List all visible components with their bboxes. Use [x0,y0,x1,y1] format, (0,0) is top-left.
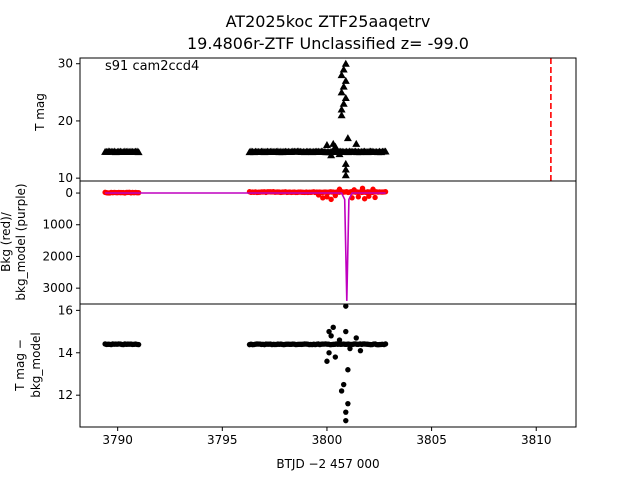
bottom-data-point [326,328,332,335]
middle-data-point [320,195,326,201]
x-axis-label: BTJD −2 457 000 [276,457,379,471]
chart-title-line1: AT2025koc ZTF25aaqetrv [226,12,431,31]
middle-ytick-label: 2000 [42,249,73,263]
middle-data-point [359,185,366,191]
top-axes-frame [79,57,577,182]
bottom-ytick-label: 14 [58,346,73,360]
xtick-label: 3810 [521,433,552,447]
top-data-point [352,139,361,147]
bottom-data-point [328,333,334,339]
top-ytick-label: 30 [58,57,73,71]
top-data-point [322,140,331,148]
bottom-data-point [345,400,351,407]
bottom-data-point [343,409,349,415]
top-data-point [337,105,346,113]
bottom-axes-frame [79,303,577,428]
top-data-point [134,148,143,156]
bottom-data-point [332,354,339,360]
middle-ytick-label: 1000 [42,218,73,232]
top-data-point [343,134,352,142]
top-data-point [337,111,346,119]
middle-ytick-label: 3000 [42,281,73,295]
middle-ytick-label: 0 [65,186,73,200]
middle-data-point [324,194,330,200]
top-data-point [331,142,340,150]
top-data-point [341,159,350,167]
middle-panel: 0 1000 2000 3000 [42,180,577,305]
top-data-point [337,71,346,79]
bkg-model-line [105,192,386,301]
top-data-point [341,165,350,173]
bottom-data-point [330,324,336,331]
bottom-data-point [357,347,364,354]
middle-data-point [328,196,334,203]
middle-ylabel-line1: Bkg (red)/ [0,211,13,272]
xtick-label: 3800 [312,433,343,447]
top-ytick-label: 20 [58,114,73,128]
top-ylabel: T mag [33,93,47,132]
top-plot-area [101,58,552,181]
middle-data-point [366,193,372,199]
bottom-data-point [347,345,353,352]
top-data-point [341,171,350,179]
top-data-point [337,88,346,96]
bottom-ytick-label: 12 [58,388,73,402]
bottom-data-point [324,358,330,364]
top-data-point [339,82,348,90]
top-data-point [341,76,350,84]
bottom-data-point [343,328,349,335]
middle-data-point [370,186,376,192]
bottom-ylabel-line2: bkg_model [29,332,43,398]
top-data-point [339,65,348,73]
middle-data-point [332,192,339,199]
middle-plot-area [102,185,389,301]
bottom-data-point [345,367,351,373]
bottom-data-point [336,337,343,343]
top-data-point [381,147,390,155]
top-ytick-label: 10 [58,171,73,185]
top-data-point [327,151,336,159]
top-panel: 10 20 30 [58,57,577,185]
bottom-data-point [326,350,332,356]
top-data-point [339,99,348,107]
bottom-data-point [338,388,345,394]
bottom-data-point [343,417,349,424]
bottom-data-point [353,335,359,341]
middle-data-point [372,194,378,201]
bottom-data-point [382,341,389,347]
top-data-point [335,150,344,158]
bottom-ytick-label: 16 [58,303,73,317]
middle-data-point [361,196,368,202]
bottom-data-point [343,304,349,309]
bottom-panel: 12 14 16 3790 3795 3800 3805 3810 [58,303,577,447]
top-data-point [341,94,350,102]
sector-annotation: s91 cam2ccd4 [105,59,199,74]
xtick-label: 3790 [102,433,133,447]
chart-title-line2: 19.4806r-ZTF Unclassified z= -99.0 [187,34,469,53]
middle-data-point [336,186,343,192]
top-data-point [341,59,350,67]
xtick-label: 3805 [416,433,447,447]
bottom-data-point [340,381,347,388]
middle-data-point [355,194,362,200]
middle-data-point [351,187,357,193]
bottom-plot-area [102,304,389,424]
middle-ylabel-line2: bkg_model (purple) [14,183,28,300]
xtick-label: 3795 [207,433,238,447]
bottom-ylabel-line1: T mag − [13,339,27,392]
bottom-data-point [135,341,142,348]
middle-axes-frame [79,180,577,305]
